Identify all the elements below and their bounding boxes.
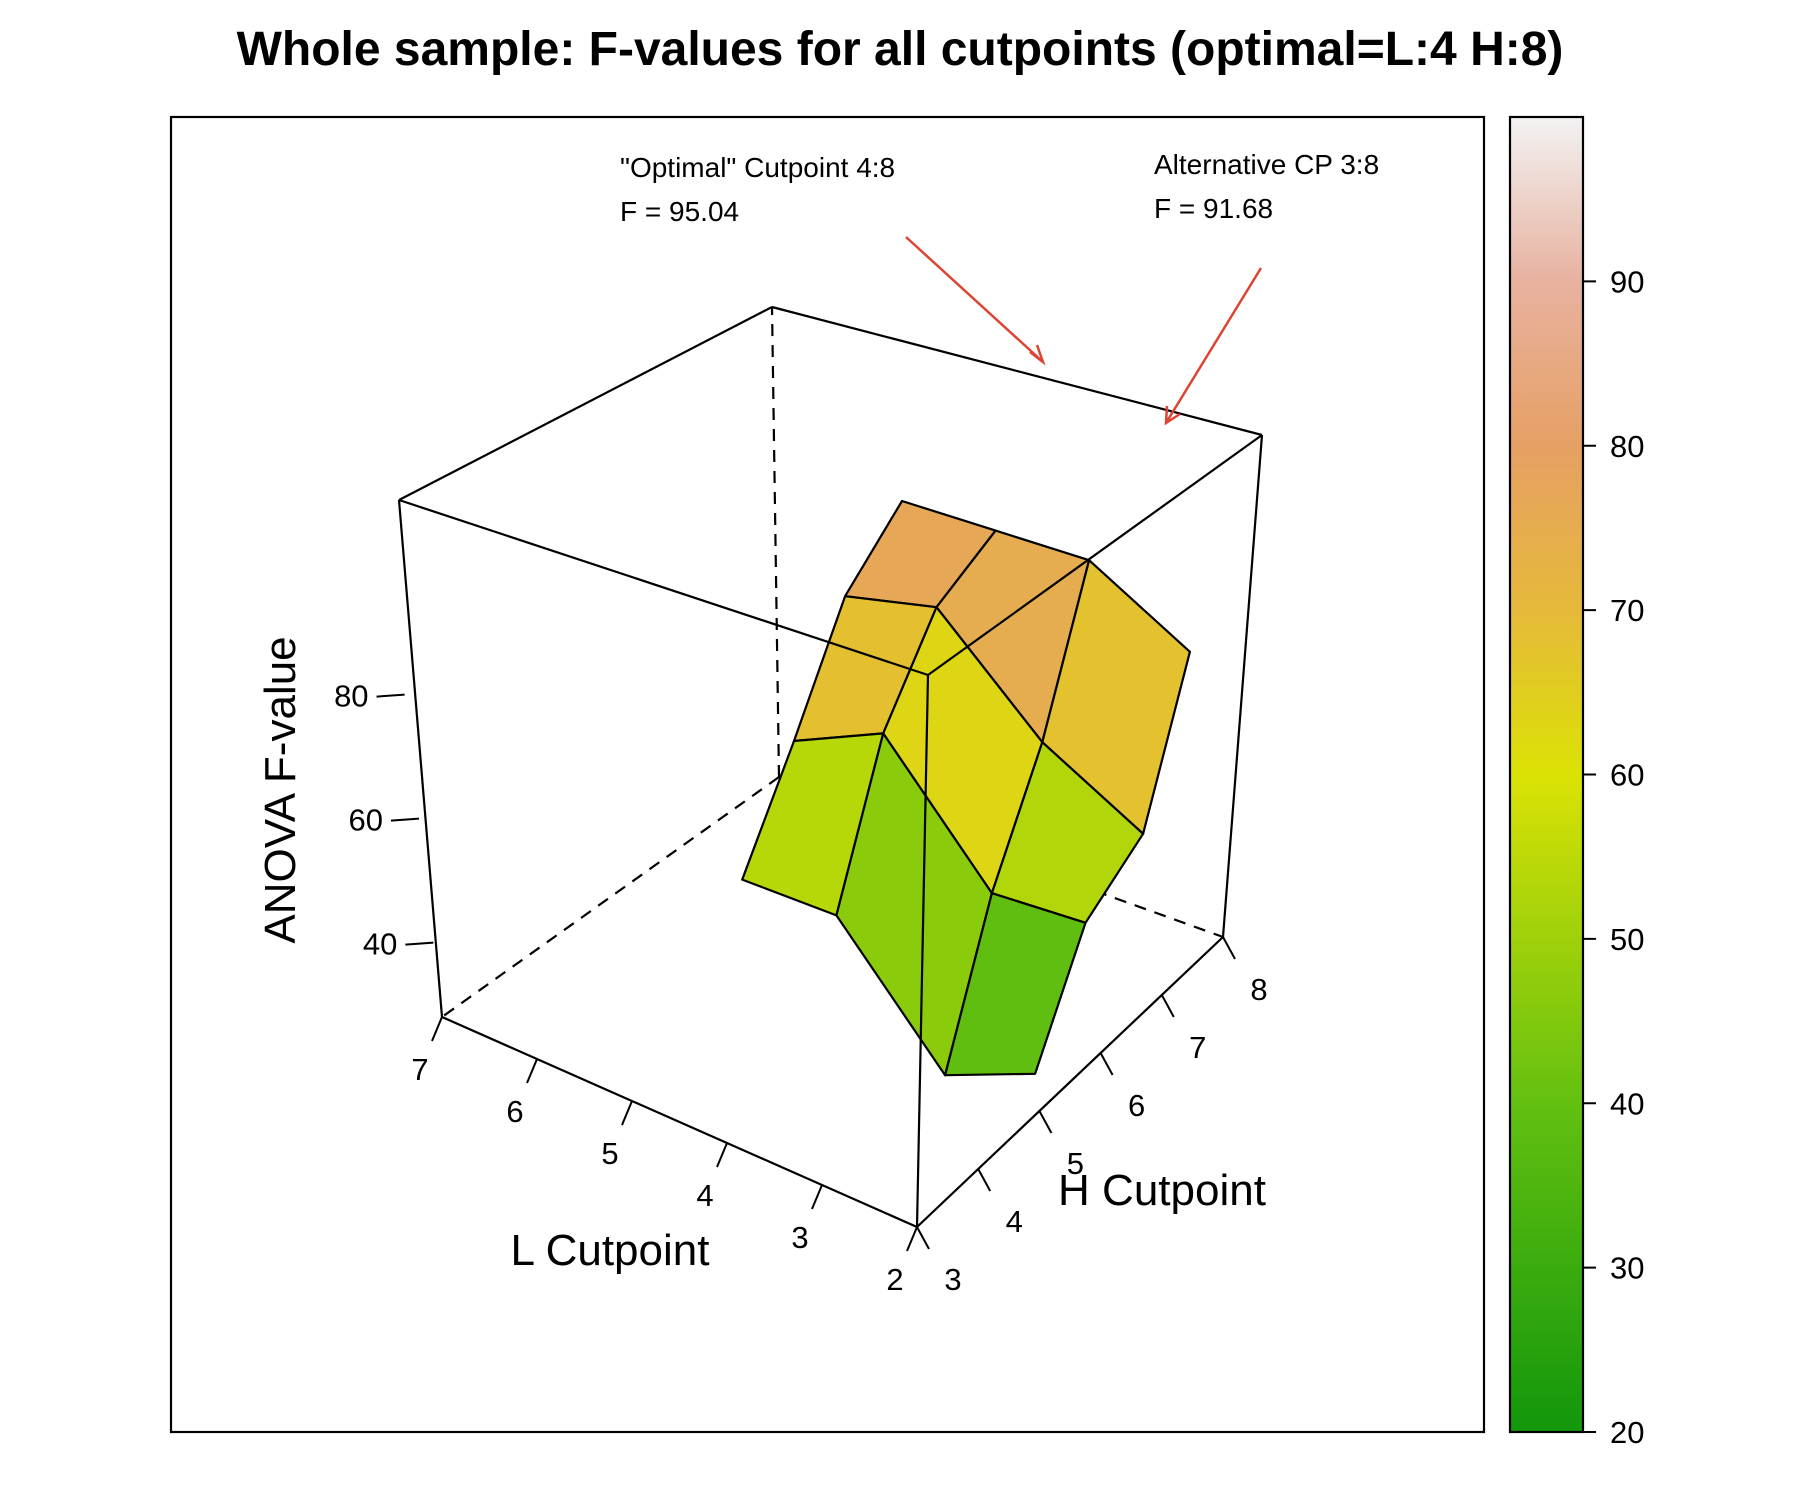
colorbar — [1508, 115, 1585, 1434]
annotation-optimal-label: "Optimal" Cutpoint 4:8 — [620, 152, 895, 183]
chart-title: Whole sample: F-values for all cutpoints… — [237, 23, 1564, 76]
box-edge-right-vertical — [1221, 434, 1264, 938]
y-axis-title: H Cutpoint — [1058, 1166, 1266, 1215]
y-tick-mark — [1038, 1110, 1053, 1134]
y-tick-label: 5 — [1067, 1146, 1084, 1181]
y-tick-mark — [1222, 936, 1236, 960]
box-edge-front-vertical — [915, 674, 930, 1228]
x-tick-mark — [906, 1226, 918, 1252]
annotation-optimal-arrowhead — [1029, 344, 1046, 366]
annotation-optimal-arrow — [905, 236, 1044, 363]
y-axis-ticks: 3 4 5 6 7 8 — [916, 936, 1268, 1297]
colorbar-ticks: 20 30 40 50 60 70 80 90 — [1583, 264, 1644, 1450]
annotation-alternative-arrowhead — [1164, 405, 1181, 426]
colorbar-tick-label: 80 — [1610, 429, 1644, 464]
annotation-alternative-value: F = 91.68 — [1154, 193, 1273, 224]
annotation-alternative-label: Alternative CP 3:8 — [1154, 149, 1379, 180]
colorbar-tick-label: 30 — [1610, 1251, 1644, 1286]
x-tick-label: 7 — [411, 1052, 428, 1087]
y-tick-label: 4 — [1006, 1204, 1023, 1239]
x-tick-mark — [621, 1100, 633, 1126]
box-edge-left-vertical — [397, 499, 444, 1018]
plot-panel-frame — [169, 115, 1486, 1434]
y-tick-label: 6 — [1128, 1088, 1145, 1123]
y-tick-mark — [977, 1168, 992, 1192]
z-tick-mark — [390, 817, 420, 822]
z-tick-mark — [376, 693, 405, 698]
box-edge-back-left-floor — [441, 776, 780, 1018]
box-edge-front-right-floor — [916, 936, 1224, 1228]
z-tick-label: 40 — [363, 927, 397, 962]
x-tick-label: 4 — [696, 1178, 713, 1213]
annotation-optimal-value: F = 95.04 — [620, 196, 739, 227]
x-tick-mark — [716, 1142, 728, 1168]
colorbar-tick-label: 60 — [1610, 758, 1644, 793]
colorbar-tick-label: 20 — [1610, 1415, 1644, 1450]
z-axis-title: ANOVA F-value — [256, 636, 305, 943]
y-tick-label: 8 — [1250, 972, 1267, 1007]
colorbar-tick-label: 50 — [1610, 922, 1644, 957]
y-tick-label: 7 — [1189, 1030, 1206, 1065]
y-tick-label: 3 — [944, 1262, 961, 1297]
colorbar-tick-label: 40 — [1610, 1086, 1644, 1121]
y-tick-mark — [1160, 994, 1175, 1018]
x-tick-mark — [431, 1016, 443, 1042]
surface-cell — [943, 892, 1087, 1077]
x-tick-mark — [526, 1058, 538, 1084]
x-axis-ticks: 2 3 4 5 6 7 — [411, 1016, 918, 1297]
x-tick-label: 6 — [506, 1094, 523, 1129]
y-tick-mark — [916, 1226, 930, 1250]
colorbar-tick-label: 70 — [1610, 593, 1644, 628]
x-tick-label: 5 — [601, 1136, 618, 1171]
x-tick-label: 3 — [791, 1220, 808, 1255]
box-edge-top-back-right — [771, 305, 1263, 437]
box-edge-front-left-floor — [441, 1015, 918, 1229]
box-edge-top-back-left — [398, 306, 773, 501]
colorbar-tick-label: 90 — [1610, 264, 1644, 299]
x-tick-mark — [811, 1184, 823, 1210]
z-tick-label: 80 — [334, 679, 368, 714]
x-axis-title: L Cutpoint — [511, 1226, 710, 1275]
x-tick-label: 2 — [886, 1262, 903, 1297]
box-edge-top-front-left — [398, 498, 929, 677]
z-tick-mark — [405, 941, 434, 946]
surface — [741, 499, 1192, 1077]
z-tick-label: 60 — [348, 803, 382, 838]
annotation-alternative-arrow — [1164, 267, 1263, 424]
z-axis-ticks: 40 60 80 — [334, 679, 434, 962]
y-tick-mark — [1099, 1052, 1114, 1076]
box-edge-top-front-right — [927, 434, 1263, 676]
box-edge-back-vertical — [770, 306, 781, 778]
